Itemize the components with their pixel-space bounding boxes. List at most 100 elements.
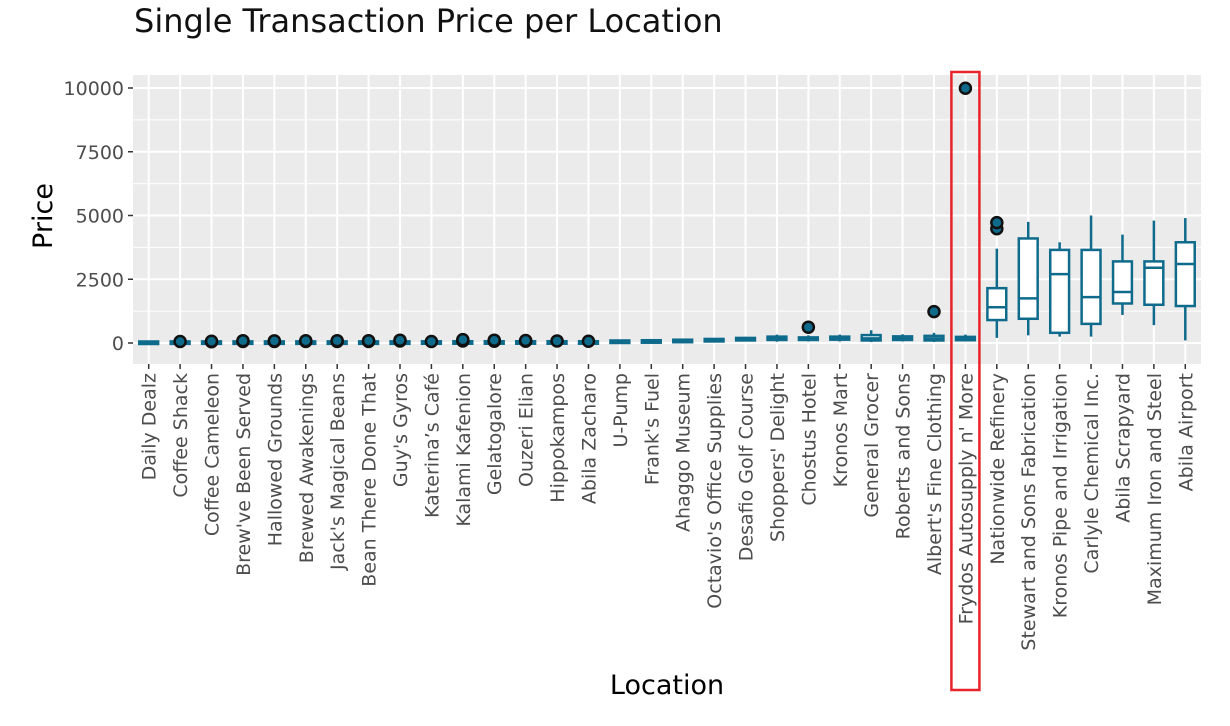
x-tick-label: Bean There Done That <box>359 373 381 587</box>
box-27 <box>954 81 977 342</box>
outlier-point <box>330 333 344 348</box>
box-28 <box>986 215 1008 338</box>
x-tick-label: Hippokampos <box>547 373 569 503</box>
plot-panel <box>133 75 1201 364</box>
x-tick-label: Albert's Fine Clothing <box>924 373 946 575</box>
box-3 <box>200 334 223 349</box>
box-26 <box>923 304 945 342</box>
box-iqr <box>1111 260 1134 305</box>
x-tick-label: Kronos Mart <box>830 373 852 487</box>
outlier-point <box>487 333 501 347</box>
x-tick-label: Carlyle Chemical Inc. <box>1081 373 1103 574</box>
box-5 <box>263 334 286 349</box>
box-iqr <box>1143 260 1165 306</box>
outlier-point <box>927 304 941 319</box>
boxes <box>138 81 1196 349</box>
x-tick-label: Chostus Hotel <box>798 373 820 506</box>
x-tick-label: Nationwide Refinery <box>987 373 1009 565</box>
x-tick-label: Katerina’s Café <box>421 373 443 518</box>
outlier-point <box>393 333 407 347</box>
x-tick-label: Kronos Pipe and Irrigation <box>1050 373 1072 618</box>
x-tick-label: Ouzeri Elian <box>516 373 538 487</box>
box-2 <box>169 334 191 349</box>
outlier-point <box>424 334 439 349</box>
box-9 <box>389 333 411 348</box>
x-tick-label: Brew've Been Served <box>233 373 255 576</box>
x-tick-label: Abila Zacharo <box>578 373 600 504</box>
x-tick-label: Guy's Gyros <box>390 373 412 487</box>
outlier-point <box>456 332 470 347</box>
highlight-frame <box>950 70 981 692</box>
chart-title: Single Transaction Price per Location <box>134 2 723 40</box>
box-iqr <box>1174 241 1196 308</box>
box-29 <box>1017 221 1039 336</box>
box-22 <box>797 320 820 342</box>
box-4 <box>232 333 254 349</box>
outlier-point <box>204 334 219 348</box>
box-20 <box>734 336 757 342</box>
x-tick-label: Gelatogalore <box>484 373 506 495</box>
box-iqr <box>1017 237 1039 321</box>
y-axis: 0 2500 5000 7500 10000 <box>64 78 133 355</box>
box-8 <box>357 333 380 349</box>
x-tick-label: Frank's Fuel <box>641 373 663 485</box>
box-1 <box>138 340 160 346</box>
box-32 <box>1111 234 1134 315</box>
x-axis: Daily Dealz Coffee Shack Coffee Cameleon Br… <box>139 364 1197 651</box>
box-25 <box>891 334 914 342</box>
box-18 <box>672 338 694 344</box>
box-13 <box>514 333 537 348</box>
box-10 <box>420 334 443 349</box>
x-tick-label: Maximum Iron and Steel <box>1144 373 1166 605</box>
box-19 <box>703 337 725 343</box>
box-33 <box>1143 220 1165 326</box>
y-tick-label: 2500 <box>76 269 124 291</box>
x-tick-label: Coffee Shack <box>170 373 192 498</box>
box-30 <box>1048 242 1071 337</box>
x-tick-label: Hallowed Grounds <box>264 373 286 546</box>
box-12 <box>483 333 505 348</box>
box-17 <box>640 338 662 344</box>
x-tick-label: Daily Dealz <box>139 373 161 480</box>
box-15 <box>577 334 600 348</box>
x-tick-label: Ahaggo Museum <box>673 373 695 532</box>
x-axis-title: Location <box>610 670 724 701</box>
box-34 <box>1174 218 1196 341</box>
box-21 <box>766 334 788 342</box>
outlier-point <box>958 81 973 96</box>
outlier-point <box>990 215 1004 230</box>
box-11 <box>452 332 474 348</box>
x-tick-label: Octavio's Office Supplies <box>704 373 726 609</box>
box-16 <box>609 339 631 345</box>
x-tick-label: Abila Airport <box>1175 373 1197 491</box>
x-tick-label: Jack's Magical Beans <box>327 373 349 571</box>
x-tick-label: Abila Scrapyard <box>1112 373 1134 523</box>
y-tick-label: 10000 <box>64 78 124 100</box>
y-tick-label: 5000 <box>76 206 124 228</box>
outlier-point <box>299 333 313 348</box>
outlier-point <box>361 333 376 348</box>
x-tick-label: General Grocer <box>861 373 883 518</box>
x-tick-label: Coffee Cameleon <box>202 373 224 536</box>
outlier-point <box>518 333 533 348</box>
outlier-point <box>801 320 816 334</box>
highlight-rectangle <box>950 70 981 692</box>
x-tick-label: Kalami Kafenion <box>453 373 475 527</box>
outlier-point <box>173 334 187 349</box>
x-tick-label: Shoppers' Delight <box>767 373 789 542</box>
y-axis-title: Price <box>28 183 59 249</box>
box-31 <box>1080 215 1102 337</box>
box-iqr <box>1048 248 1071 335</box>
box-6 <box>295 333 317 349</box>
x-tick-label: Stewart and Sons Fabrication <box>1018 373 1040 651</box>
box-23 <box>829 334 851 342</box>
y-tick-label: 7500 <box>76 142 124 164</box>
box-iqr <box>1080 248 1102 326</box>
box-7 <box>326 333 348 349</box>
outlier-point <box>550 334 564 348</box>
x-tick-label: Roberts and Sons <box>893 373 915 539</box>
x-tick-label: U-Pump <box>610 373 632 448</box>
x-tick-label: Brewed Awakenings <box>296 373 318 563</box>
box-14 <box>546 334 568 348</box>
